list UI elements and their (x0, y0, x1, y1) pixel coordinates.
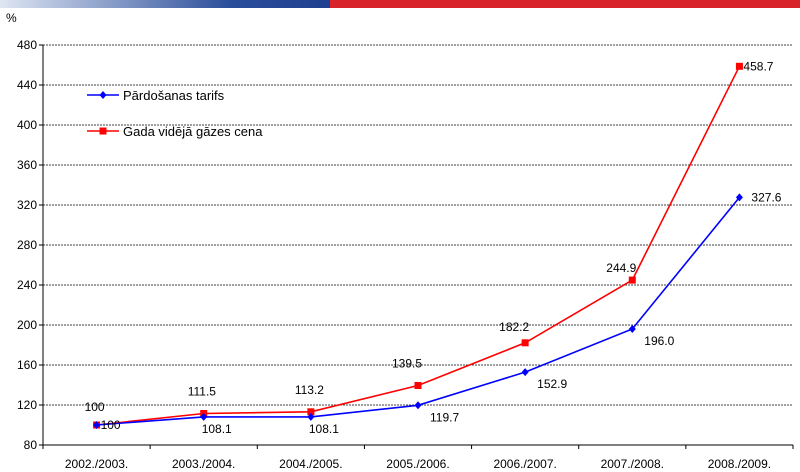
data-label: 111.5 (188, 385, 217, 399)
data-label: 327.6 (751, 190, 781, 204)
series-line (96, 65, 741, 426)
y-tick-label: 440 (17, 78, 37, 92)
axes (39, 44, 794, 449)
data-point-square (414, 382, 422, 389)
data-point-diamond (307, 412, 315, 421)
x-tick-label: 2008./2009. (708, 457, 771, 471)
data-label: 100 (101, 418, 121, 432)
y-tick-label: 160 (17, 358, 37, 372)
data-point-diamond (200, 412, 208, 421)
data-label: 108.1 (309, 422, 339, 436)
data-labels: 100 108.1 108.1 119.7 152.9 196.0 327.6 100 111.… (85, 59, 782, 436)
data-point-square (307, 408, 315, 416)
x-tick-label: 2005./2006. (386, 457, 449, 471)
y-tick-label: 200 (17, 318, 37, 332)
data-point-square (99, 127, 107, 135)
data-point-square (735, 62, 743, 70)
x-tick-label: 2004./2005. (279, 457, 342, 471)
data-point-diamond (521, 368, 529, 377)
y-tick-label: 80 (24, 438, 38, 452)
legend-label: Gada vidējā gāzes cena (123, 124, 263, 139)
header-bar-blue (0, 0, 330, 8)
x-tick-labels: 2002./2003. 2003./2004. 2004./2005. 2005./2… (65, 457, 771, 471)
y-axis-unit-label: % (6, 11, 17, 25)
data-label: 182.2 (499, 320, 529, 334)
data-label: 139.5 (392, 357, 422, 371)
y-tick-label: 400 (17, 118, 37, 132)
x-tick-label: 2002./2003. (65, 457, 128, 471)
series-layer (93, 62, 743, 429)
y-tick-label: 280 (17, 238, 37, 252)
data-label: 196.0 (644, 334, 674, 348)
y-tick-labels: 80 120 160 200 240 280 320 360 400 440 480 (17, 38, 37, 452)
x-tick-label: 2007./2008. (601, 457, 664, 471)
data-point-diamond (735, 193, 743, 202)
y-tick-label: 480 (17, 38, 37, 52)
y-tick-label: 240 (17, 278, 37, 292)
data-label: 244.9 (606, 261, 636, 275)
data-point-diamond (99, 91, 107, 99)
data-point-diamond (93, 421, 101, 429)
y-tick-label: 320 (17, 198, 37, 212)
x-tick-label: 2003./2004. (172, 457, 235, 471)
y-tick-label: 360 (17, 158, 37, 172)
data-point-diamond (414, 401, 422, 410)
data-label: 458.7 (743, 59, 773, 73)
data-point-square (628, 276, 636, 284)
x-tick-label: 2006./2007. (493, 457, 556, 471)
header-bar-red (330, 0, 800, 8)
data-point-square (521, 339, 529, 347)
y-tick-label: 120 (17, 398, 37, 412)
data-label: 113.2 (295, 383, 324, 397)
data-label: 100 (85, 400, 105, 414)
data-label: 119.7 (430, 410, 459, 424)
legend-label: Pārdošanas tarifs (123, 88, 225, 103)
data-point-diamond (628, 325, 636, 333)
header-decoration-bar (0, 0, 800, 8)
data-label: 152.9 (537, 377, 567, 391)
legend: Pārdošanas tarifs Gada vidējā gāzes cena (87, 88, 263, 139)
data-label: 108.1 (202, 422, 232, 436)
